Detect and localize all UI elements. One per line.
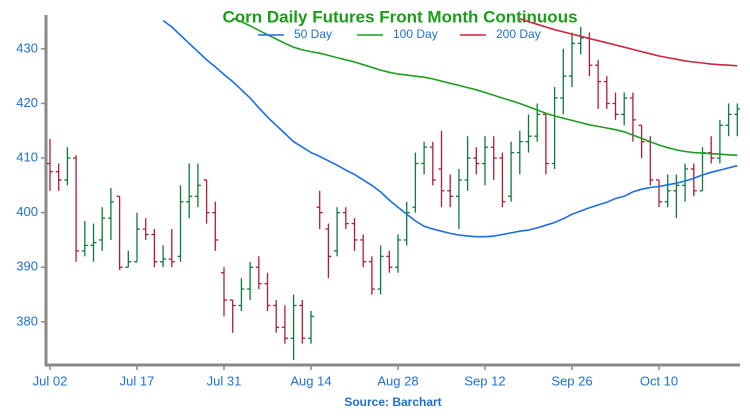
x-tick-label: Sep 26 — [551, 373, 592, 388]
y-tick-label: 410 — [16, 149, 38, 164]
ma-line — [519, 18, 738, 67]
y-tick-label: 380 — [16, 313, 38, 328]
legend-label: 50 Day — [294, 27, 332, 41]
legend-label: 200 Day — [496, 27, 541, 41]
x-tick-label: Aug 28 — [377, 373, 418, 388]
source: Source: Barchart — [344, 395, 441, 409]
x-tick-label: Oct 10 — [640, 373, 678, 388]
plot-area — [47, 17, 740, 361]
ma-line — [232, 17, 738, 157]
y-tick-label: 400 — [16, 204, 38, 219]
y-tick-label: 430 — [16, 40, 38, 55]
chart-title: Corn Daily Futures Front Month Continuou… — [222, 7, 577, 26]
x-tick-label: Sep 12 — [464, 373, 505, 388]
x-tick-label: Jul 31 — [207, 373, 242, 388]
ma-line — [162, 19, 738, 238]
y-tick-label: 420 — [16, 95, 38, 110]
legend-label: 100 Day — [393, 27, 438, 41]
x-tick-label: Aug 14 — [290, 373, 331, 388]
y-tick-label: 390 — [16, 259, 38, 274]
x-tick-label: Jul 02 — [33, 373, 68, 388]
x-tick-label: Jul 17 — [120, 373, 155, 388]
